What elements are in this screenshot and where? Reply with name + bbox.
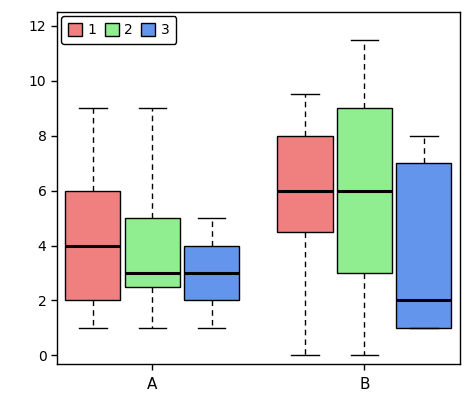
PathPatch shape xyxy=(277,136,333,232)
PathPatch shape xyxy=(396,163,451,328)
PathPatch shape xyxy=(184,246,239,301)
PathPatch shape xyxy=(125,218,180,287)
Legend: 1, 2, 3: 1, 2, 3 xyxy=(61,16,176,44)
PathPatch shape xyxy=(337,108,392,273)
PathPatch shape xyxy=(65,191,120,301)
